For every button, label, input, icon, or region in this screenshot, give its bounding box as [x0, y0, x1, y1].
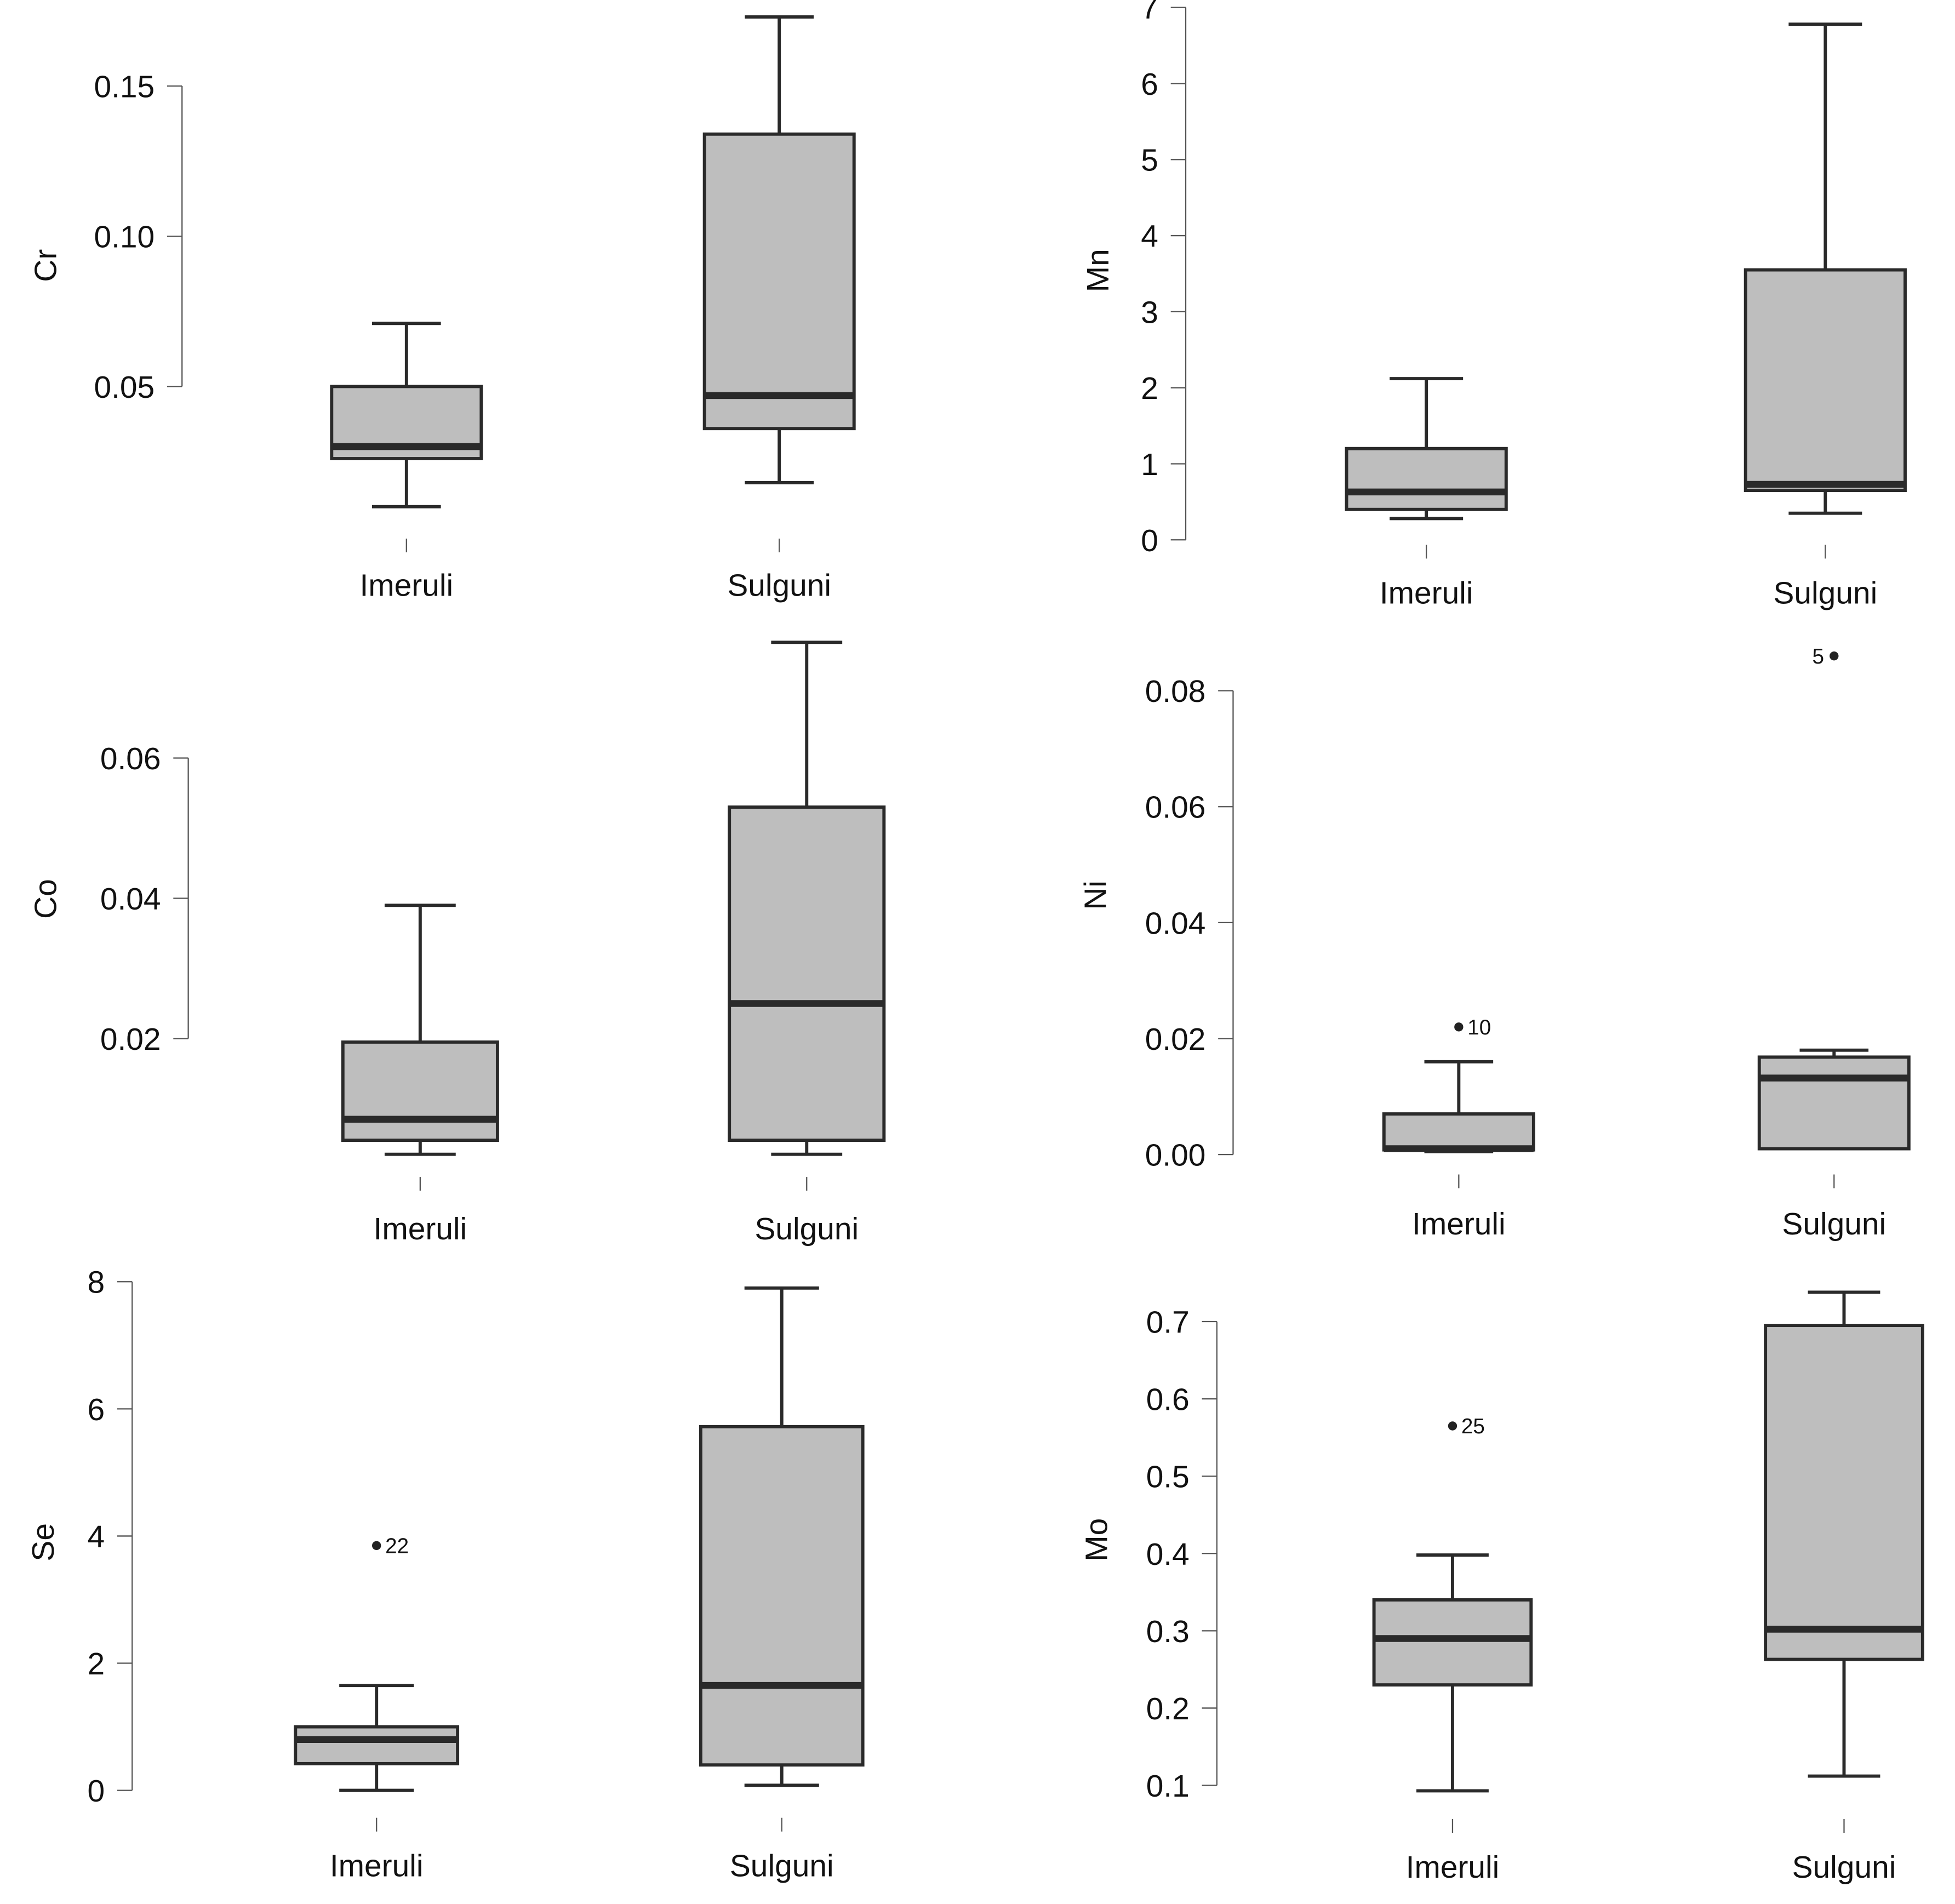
y-tick-label: 0.05 — [94, 370, 155, 405]
x-tick-label: Sulguni — [1773, 576, 1877, 610]
box-imeruli: 10 — [1382, 1016, 1535, 1153]
iqr-box — [728, 805, 886, 1142]
iqr-box — [1744, 268, 1907, 493]
box-sulguni — [1764, 1290, 1924, 1778]
outlier-label: 25 — [1461, 1415, 1485, 1438]
x-tick-label: Imeruli — [1412, 1207, 1506, 1242]
outlier-label: 22 — [385, 1534, 409, 1558]
x-tick-label: Sulguni — [727, 569, 831, 603]
y-tick-label: 0.02 — [1145, 1022, 1206, 1057]
y-tick-label: 8 — [88, 1266, 105, 1300]
x-tick-label: Imeruli — [1406, 1850, 1500, 1885]
y-tick-label: 0.06 — [100, 742, 161, 776]
boxplot-se: 0 2 4 6 8 Se 22 Imeruli Sulguni — [26, 1266, 865, 1884]
box-imeruli — [1345, 377, 1508, 521]
x-tick-label: Sulguni — [1782, 1207, 1886, 1242]
x-tick-label: Imeruli — [359, 569, 453, 603]
y-tick-label: 4 — [1141, 220, 1158, 254]
boxplot-mo: 0.1 0.2 0.3 0.4 0.5 0.6 0.7 Mo 25 Imeruli Sulguni — [1080, 1290, 1924, 1885]
y-tick-label: 1 — [1141, 448, 1158, 482]
y-tick-label: 0.3 — [1146, 1615, 1190, 1649]
boxplot-mn: 0 1 2 3 4 5 6 7 Mn Imeruli Sulguni — [1081, 0, 1907, 610]
y-tick-label: 0.6 — [1146, 1383, 1190, 1417]
box-sulguni — [728, 641, 886, 1156]
y-tick-label: 3 — [1141, 295, 1158, 330]
boxplot-co: 0.02 0.04 0.06 Co Imeruli Sulguni — [28, 641, 886, 1247]
y-tick-label: 0.7 — [1146, 1306, 1190, 1340]
y-tick-label: 0.08 — [1145, 674, 1206, 709]
outlier-point — [1454, 1022, 1464, 1032]
y-tick-label: 0 — [1141, 524, 1158, 558]
outlier-point — [1830, 651, 1839, 661]
box-sulguni — [699, 1286, 865, 1787]
y-tick-label: 2 — [1141, 371, 1158, 406]
y-tick-label: 0.00 — [1145, 1139, 1206, 1173]
y-axis-label: Co — [28, 879, 63, 919]
y-axis-label: Mo — [1080, 1518, 1114, 1562]
y-tick-label: 0 — [88, 1774, 105, 1809]
box-sulguni — [1744, 22, 1907, 515]
iqr-box — [1345, 447, 1508, 511]
y-tick-label: 0.4 — [1146, 1537, 1190, 1572]
iqr-box — [294, 1725, 460, 1765]
outlier-label: 5 — [1813, 645, 1825, 668]
y-tick-label: 7 — [1141, 0, 1158, 26]
boxplot-ni: 0.00 0.02 0.04 0.06 0.08 Ni 10 Imeruli 5 Sulguni — [1078, 645, 1911, 1242]
x-tick-label: Sulguni — [754, 1212, 859, 1247]
y-tick-label: 6 — [88, 1393, 105, 1427]
boxplot-cr: 0.05 0.10 0.15 Cr Imeruli Sulguni — [28, 15, 856, 603]
x-tick-label: Sulguni — [1792, 1850, 1896, 1885]
y-tick-label: 2 — [88, 1647, 105, 1682]
box-imeruli — [330, 322, 483, 508]
x-tick-label: Imeruli — [374, 1212, 467, 1247]
box-imeruli — [341, 904, 499, 1156]
y-tick-label: 0.02 — [100, 1022, 161, 1057]
y-tick-label: 0.10 — [94, 220, 155, 255]
y-tick-label: 6 — [1141, 67, 1158, 102]
iqr-box — [1757, 1055, 1911, 1151]
box-imeruli: 22 — [294, 1534, 460, 1792]
box-imeruli: 25 — [1372, 1415, 1533, 1793]
x-tick-label: Imeruli — [1380, 576, 1473, 610]
y-tick-label: 0.04 — [1145, 906, 1206, 941]
y-axis-label: Se — [26, 1523, 61, 1562]
iqr-box — [1382, 1112, 1535, 1152]
box-sulguni — [702, 15, 856, 484]
x-tick-label: Imeruli — [330, 1849, 424, 1884]
y-tick-label: 0.15 — [94, 70, 155, 104]
box-sulguni: 5 — [1757, 645, 1911, 1151]
iqr-box — [1372, 1598, 1533, 1687]
y-axis-label: Ni — [1078, 880, 1113, 910]
y-axis-label: Cr — [28, 249, 63, 282]
y-tick-label: 0.04 — [100, 882, 161, 917]
y-axis-label: Mn — [1081, 249, 1116, 292]
x-tick-label: Sulguni — [730, 1849, 834, 1884]
y-tick-label: 0.1 — [1146, 1769, 1190, 1804]
outlier-point — [372, 1541, 381, 1551]
y-tick-label: 0.2 — [1146, 1692, 1190, 1726]
y-tick-label: 0.5 — [1146, 1460, 1190, 1495]
iqr-box — [699, 1425, 865, 1767]
y-tick-label: 5 — [1141, 144, 1158, 178]
iqr-box — [702, 132, 856, 431]
iqr-box — [1764, 1324, 1924, 1661]
outlier-point — [1448, 1421, 1457, 1431]
outlier-label: 10 — [1467, 1016, 1491, 1039]
iqr-box — [341, 1040, 499, 1142]
y-tick-label: 4 — [88, 1520, 105, 1554]
y-tick-label: 0.06 — [1145, 791, 1206, 825]
